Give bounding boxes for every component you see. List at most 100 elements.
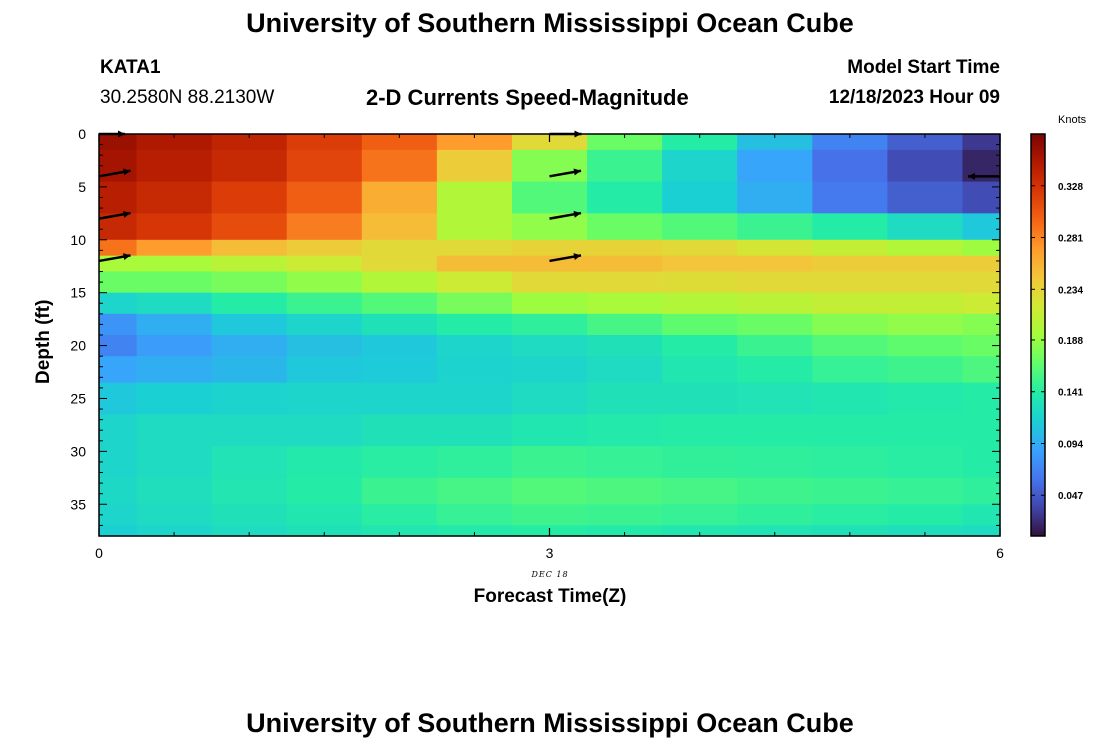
heatmap-cell	[361, 313, 438, 336]
heatmap-cell	[99, 292, 138, 315]
x-axis-label: Forecast Time(Z)	[473, 586, 627, 607]
heatmap-cell	[511, 313, 588, 336]
heatmap-cell	[887, 477, 964, 505]
heatmap-cell	[812, 504, 888, 527]
heatmap-cell	[662, 335, 738, 357]
date-label: DEC 18	[531, 570, 569, 579]
heatmap-cell	[887, 356, 964, 384]
heatmap-cell	[436, 213, 513, 241]
heatmap-cell	[136, 414, 213, 447]
heatmap-cell	[962, 525, 1001, 537]
heatmap-cell	[211, 504, 288, 527]
heatmap-cell	[812, 356, 888, 384]
heatmap-cell	[211, 149, 288, 183]
heatmap-cell	[587, 255, 663, 273]
heatmap-cell	[211, 271, 288, 294]
heatmap-cell	[662, 382, 738, 415]
heatmap-cell	[511, 414, 588, 447]
heatmap-cell	[99, 239, 138, 257]
heatmap-cell	[99, 414, 138, 447]
station-coords: 30.2580N 88.2130W	[100, 87, 275, 108]
heatmap-cell	[211, 313, 288, 336]
heatmap-cell	[812, 313, 888, 336]
heatmap-cell	[136, 239, 213, 257]
heatmap-cell	[511, 292, 588, 315]
heatmap-cell	[587, 134, 663, 151]
heatmap-cell	[511, 335, 588, 357]
heatmap-cell	[361, 271, 438, 294]
heatmap-cell	[737, 504, 813, 527]
heatmap-cell	[962, 271, 1001, 294]
heatmap-cell	[286, 239, 363, 257]
x-tick-label: 0	[95, 545, 103, 561]
heatmap-cell	[962, 255, 1001, 273]
heatmap-cell	[962, 504, 1001, 527]
heatmap-cell	[887, 181, 964, 214]
heatmap-cell	[587, 356, 663, 384]
heatmap-cell	[887, 446, 964, 479]
heatmap-cell	[99, 134, 138, 151]
arrowhead	[573, 168, 582, 176]
heatmap-cell	[136, 149, 213, 183]
heatmap-cell	[436, 181, 513, 214]
heatmap-cell	[211, 292, 288, 315]
current-vector-arrow	[98, 168, 131, 178]
heatmap-cell	[587, 446, 663, 479]
heatmap-cell	[436, 414, 513, 447]
colorbar-label: Knots	[1058, 114, 1087, 126]
heatmap-cell	[887, 149, 964, 183]
heatmap-cell	[361, 335, 438, 357]
heatmap-cell	[511, 255, 588, 273]
heatmap-cell	[361, 446, 438, 479]
heatmap-cell	[511, 477, 588, 505]
current-vector-arrow	[549, 210, 582, 220]
heatmap-cell	[99, 149, 138, 183]
heatmap-cell	[136, 134, 213, 151]
heatmap-cell	[737, 239, 813, 257]
heatmap-cell	[136, 181, 213, 214]
colorbar-tick-label: 0.281	[1058, 234, 1083, 245]
heatmap-cell	[737, 292, 813, 315]
heatmap-cell	[812, 382, 888, 415]
heatmap-cell	[436, 134, 513, 151]
heatmap-cell	[136, 271, 213, 294]
colorbar	[1030, 133, 1046, 537]
heatmap-cell	[436, 525, 513, 537]
heatmap-cell	[361, 255, 438, 273]
colorbar-tick-label: 0.141	[1058, 388, 1083, 399]
heatmap-cell	[887, 239, 964, 257]
heatmap-cell	[511, 356, 588, 384]
heatmap-cell	[587, 149, 663, 183]
heatmap-cell	[812, 271, 888, 294]
heatmap-cell	[812, 446, 888, 479]
colorbar-tick-label: 0.188	[1058, 336, 1083, 347]
heatmap-cell	[211, 525, 288, 537]
heatmap-cell	[286, 271, 363, 294]
y-tick-label: 35	[70, 496, 86, 512]
current-vector-arrow	[98, 253, 131, 263]
colorbar-tick-label: 0.234	[1058, 285, 1083, 296]
heatmap-cell	[361, 149, 438, 183]
heatmap-cell	[286, 134, 363, 151]
heatmap-cell	[587, 414, 663, 447]
heatmap-cell	[962, 239, 1001, 257]
heatmap-cell	[587, 477, 663, 505]
heatmap-cell	[662, 255, 738, 273]
arrowhead	[123, 253, 131, 261]
heatmap-cell	[587, 313, 663, 336]
heatmap-cell	[99, 271, 138, 294]
heatmap-cell	[662, 149, 738, 183]
heatmap-cell	[136, 477, 213, 505]
heatmap-cell	[286, 356, 363, 384]
heatmap-cell	[511, 181, 588, 214]
x-tick-label: 6	[996, 545, 1004, 561]
y-tick-label: 10	[70, 232, 86, 248]
heatmap-cell	[286, 313, 363, 336]
current-vector-arrow	[968, 172, 1000, 180]
heatmap-cell	[286, 477, 363, 505]
heatmap-cell	[812, 525, 888, 537]
heatmap-cell	[99, 335, 138, 357]
heatmap-cell	[812, 134, 888, 151]
heatmap-cell	[887, 213, 964, 241]
